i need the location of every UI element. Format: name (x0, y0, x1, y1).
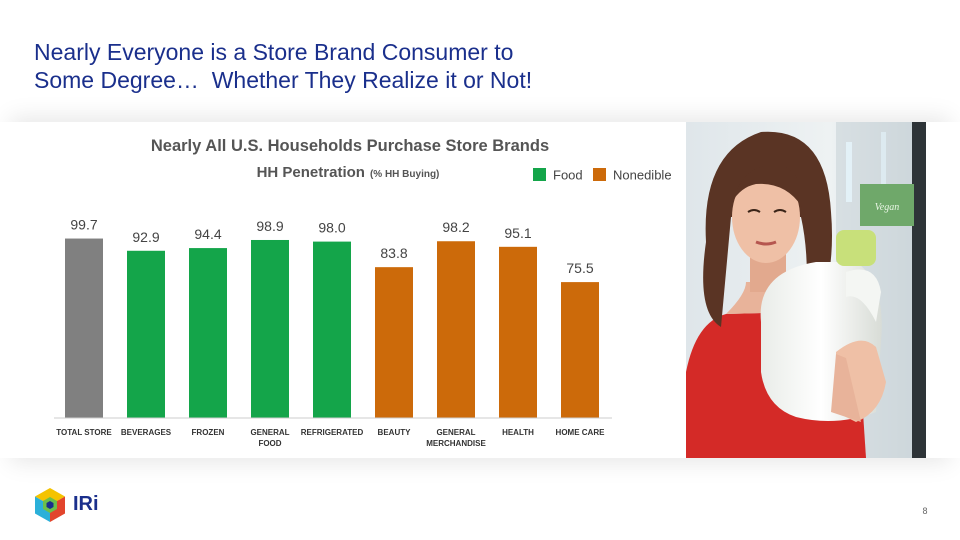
category-label-2-0: FROZEN (192, 428, 225, 437)
bar-chart: Nearly All U.S. Households Purchase Stor… (0, 122, 686, 458)
vegan-sign (860, 184, 914, 226)
slide-title: Nearly Everyone is a Store Brand Consume… (34, 38, 734, 94)
bar-3 (251, 239, 289, 418)
chart-subtitle-note: (% HH Buying) (370, 169, 439, 180)
legend-swatch-nonedible (593, 168, 606, 181)
value-label-4: 98.0 (318, 220, 345, 236)
legend-label-food: Food (553, 168, 583, 183)
bar-5 (375, 267, 413, 418)
bottle-cap (836, 230, 876, 266)
iri-logo-text: IRi (73, 493, 99, 515)
bar-2 (189, 248, 227, 418)
shopper-photo: Vegan (686, 122, 926, 458)
chart-svg: Nearly All U.S. Households Purchase Stor… (54, 137, 672, 448)
category-label-6-1: MERCHANDISE (426, 439, 486, 448)
bar-4 (313, 241, 351, 418)
category-label-0-0: TOTAL STORE (56, 428, 112, 437)
value-label-6: 98.2 (442, 219, 469, 235)
category-label-5-0: BEAUTY (378, 428, 412, 437)
value-label-8: 75.5 (566, 260, 593, 276)
value-label-2: 94.4 (194, 226, 221, 242)
bar-6 (437, 241, 475, 418)
value-label-5: 83.8 (380, 245, 407, 261)
category-label-8-0: HOME CARE (556, 428, 606, 437)
category-label-7-0: HEALTH (502, 428, 534, 437)
bar-1 (127, 250, 165, 418)
page-number: 8 (922, 506, 928, 516)
bar-0 (65, 238, 103, 418)
iri-logo: IRi (33, 487, 133, 527)
category-label-6-0: GENERAL (436, 428, 475, 437)
category-label-3-1: FOOD (258, 439, 281, 448)
vegan-sign-text: Vegan (875, 202, 899, 213)
value-label-3: 98.9 (256, 218, 283, 234)
legend-label-nonedible: Nonedible (613, 168, 672, 183)
bar-8 (561, 282, 599, 418)
slide-title-line-2: Some Degree… Whether They Realize it or … (34, 67, 533, 93)
category-label-1-0: BEVERAGES (121, 428, 172, 437)
chart-subtitle: HH Penetration (% HH Buying) (257, 164, 440, 181)
chart-subtitle-main: HH Penetration (257, 164, 365, 181)
slide-title-line-1: Nearly Everyone is a Store Brand Consume… (34, 39, 514, 65)
category-label-4-0: REFRIGERATED (301, 428, 364, 437)
legend-swatch-food (533, 168, 546, 181)
chart-legend: Food Nonedible (533, 168, 672, 183)
value-label-7: 95.1 (504, 225, 531, 241)
chart-bars: 99.7 TOTAL STORE 92.9 BEVERAGES 94.4 FROZEN 98… (56, 217, 605, 448)
shopper-photo-illustration: Vegan (686, 122, 926, 458)
value-label-0: 99.7 (70, 217, 97, 233)
iri-logo-mark (35, 488, 65, 522)
value-label-1: 92.9 (132, 229, 159, 245)
chart-title: Nearly All U.S. Households Purchase Stor… (151, 137, 549, 155)
bar-7 (499, 246, 537, 418)
category-label-3-0: GENERAL (250, 428, 289, 437)
